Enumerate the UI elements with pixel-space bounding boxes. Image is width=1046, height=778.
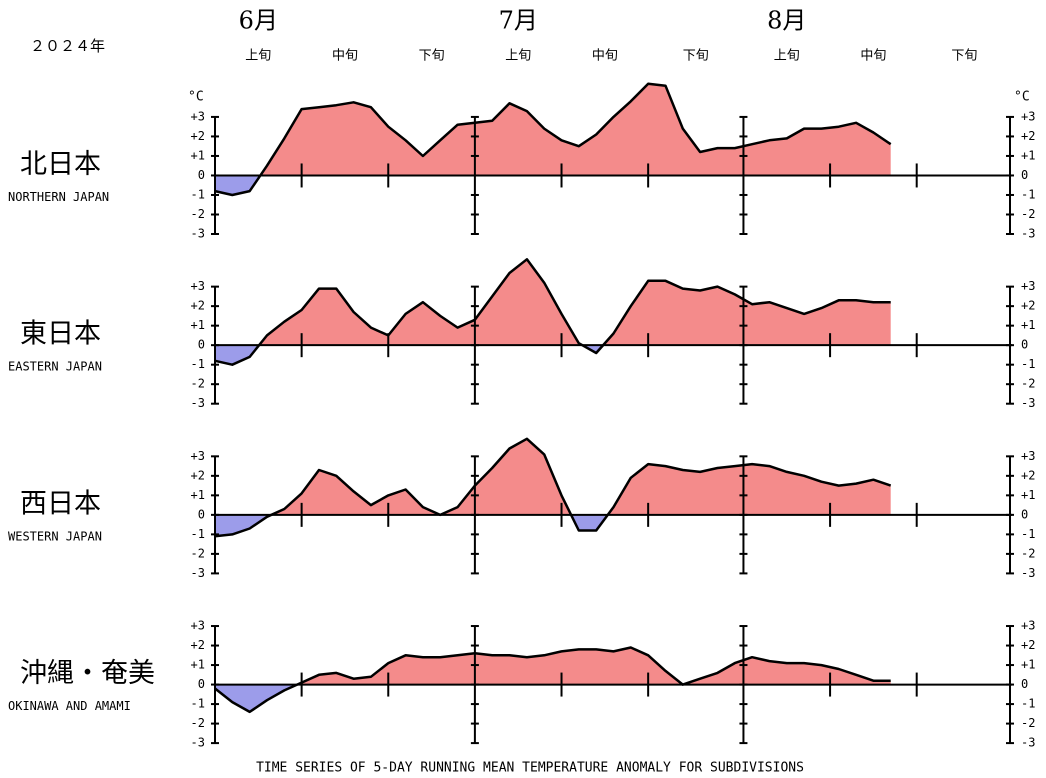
y-tick-label: -2 <box>191 546 205 560</box>
year-label: ２０２４年 <box>30 37 105 55</box>
unit-label: °C <box>1014 89 1030 104</box>
y-tick-label: -3 <box>191 227 205 241</box>
y-tick-label: +2 <box>191 129 205 143</box>
y-tick-label: +2 <box>191 638 205 652</box>
unit-label: °C <box>188 89 204 104</box>
y-tick-label: -3 <box>1021 396 1035 410</box>
month-label: 6月 <box>239 7 278 35</box>
line <box>214 258 891 366</box>
y-tick-label: -2 <box>1021 546 1035 560</box>
negative-area <box>215 345 604 365</box>
dekad-label: 中旬 <box>860 49 886 64</box>
y-tick-label: 0 <box>198 338 205 352</box>
dekad-label: 中旬 <box>332 49 358 64</box>
y-tick-label: -1 <box>191 527 205 541</box>
y-tick-label: -2 <box>1021 207 1035 221</box>
y-tick-label: +2 <box>1021 468 1035 482</box>
y-tick-label: -2 <box>191 716 205 730</box>
negative-area <box>215 684 683 712</box>
dekad-label: 上旬 <box>505 49 531 64</box>
y-tick-label: +2 <box>191 468 205 482</box>
dekad-label: 中旬 <box>592 49 618 64</box>
y-tick-label: -2 <box>191 377 205 391</box>
y-tick-label: +1 <box>1021 658 1035 672</box>
region-title: 東日本 <box>20 319 101 350</box>
positive-area <box>215 83 891 176</box>
month-label: 7月 <box>499 7 538 35</box>
positive-area <box>215 259 891 346</box>
y-tick-label: +2 <box>1021 129 1035 143</box>
region-subtitle: EASTERN JAPAN <box>8 360 102 374</box>
y-tick-label: +3 <box>191 279 205 293</box>
y-tick-label: -1 <box>191 697 205 711</box>
y-tick-label: -1 <box>191 357 205 371</box>
y-tick-label: -1 <box>191 187 205 201</box>
y-tick-label: +1 <box>1021 148 1035 162</box>
y-tick-label: 0 <box>1021 168 1028 182</box>
dekad-label: 下旬 <box>951 49 977 64</box>
y-tick-label: +3 <box>1021 619 1035 633</box>
y-tick-label: 0 <box>198 677 205 691</box>
region-title: 北日本 <box>20 149 101 180</box>
y-tick-label: +1 <box>191 148 205 162</box>
y-tick-label: +2 <box>1021 299 1035 313</box>
y-tick-label: 0 <box>1021 507 1028 521</box>
y-tick-label: +1 <box>1021 318 1035 332</box>
region-title: 西日本 <box>20 488 101 519</box>
y-tick-label: 0 <box>198 168 205 182</box>
negative-area <box>215 514 608 537</box>
positive-area <box>215 438 891 515</box>
dekad-label: 下旬 <box>683 49 709 64</box>
y-tick-label: +3 <box>191 109 205 123</box>
y-tick-label: -1 <box>1021 697 1035 711</box>
y-tick-label: 0 <box>198 507 205 521</box>
dekad-label: 下旬 <box>419 49 445 64</box>
y-tick-label: -3 <box>191 736 205 750</box>
y-tick-label: -1 <box>1021 357 1035 371</box>
y-tick-label: +1 <box>191 318 205 332</box>
y-tick-label: -3 <box>191 396 205 410</box>
footnote: TIME SERIES OF 5-DAY RUNNING MEAN TEMPER… <box>256 761 804 776</box>
y-tick-label: +1 <box>191 658 205 672</box>
region-subtitle: OKINAWA AND AMAMI <box>8 699 131 713</box>
y-tick-label: +2 <box>191 299 205 313</box>
y-tick-label: +3 <box>1021 109 1035 123</box>
dekad-label: 上旬 <box>774 49 800 64</box>
dekad-label: 上旬 <box>245 49 271 64</box>
region-title: 沖縄・奄美 <box>20 658 155 689</box>
y-tick-label: -2 <box>1021 377 1035 391</box>
region-subtitle: NORTHERN JAPAN <box>8 190 109 204</box>
line <box>214 646 891 714</box>
y-tick-label: +1 <box>1021 488 1035 502</box>
y-tick-label: -1 <box>1021 187 1035 201</box>
y-tick-label: -3 <box>1021 227 1035 241</box>
y-tick-label: -3 <box>1021 566 1035 580</box>
y-tick-label: 0 <box>1021 338 1028 352</box>
y-tick-label: +3 <box>191 619 205 633</box>
y-tick-label: -3 <box>191 566 205 580</box>
y-tick-label: 0 <box>1021 677 1028 691</box>
month-label: 8月 <box>767 7 806 35</box>
region-subtitle: WESTERN JAPAN <box>8 529 102 543</box>
line <box>214 82 892 197</box>
line <box>214 437 892 538</box>
y-tick-label: -1 <box>1021 527 1035 541</box>
y-tick-label: -2 <box>1021 716 1035 730</box>
y-tick-label: -3 <box>1021 736 1035 750</box>
y-tick-label: +1 <box>191 488 205 502</box>
y-tick-label: +2 <box>1021 638 1035 652</box>
y-tick-label: +3 <box>1021 449 1035 463</box>
y-tick-label: -2 <box>191 207 205 221</box>
y-tick-label: +3 <box>1021 279 1035 293</box>
y-tick-label: +3 <box>191 449 205 463</box>
positive-area <box>215 647 891 685</box>
